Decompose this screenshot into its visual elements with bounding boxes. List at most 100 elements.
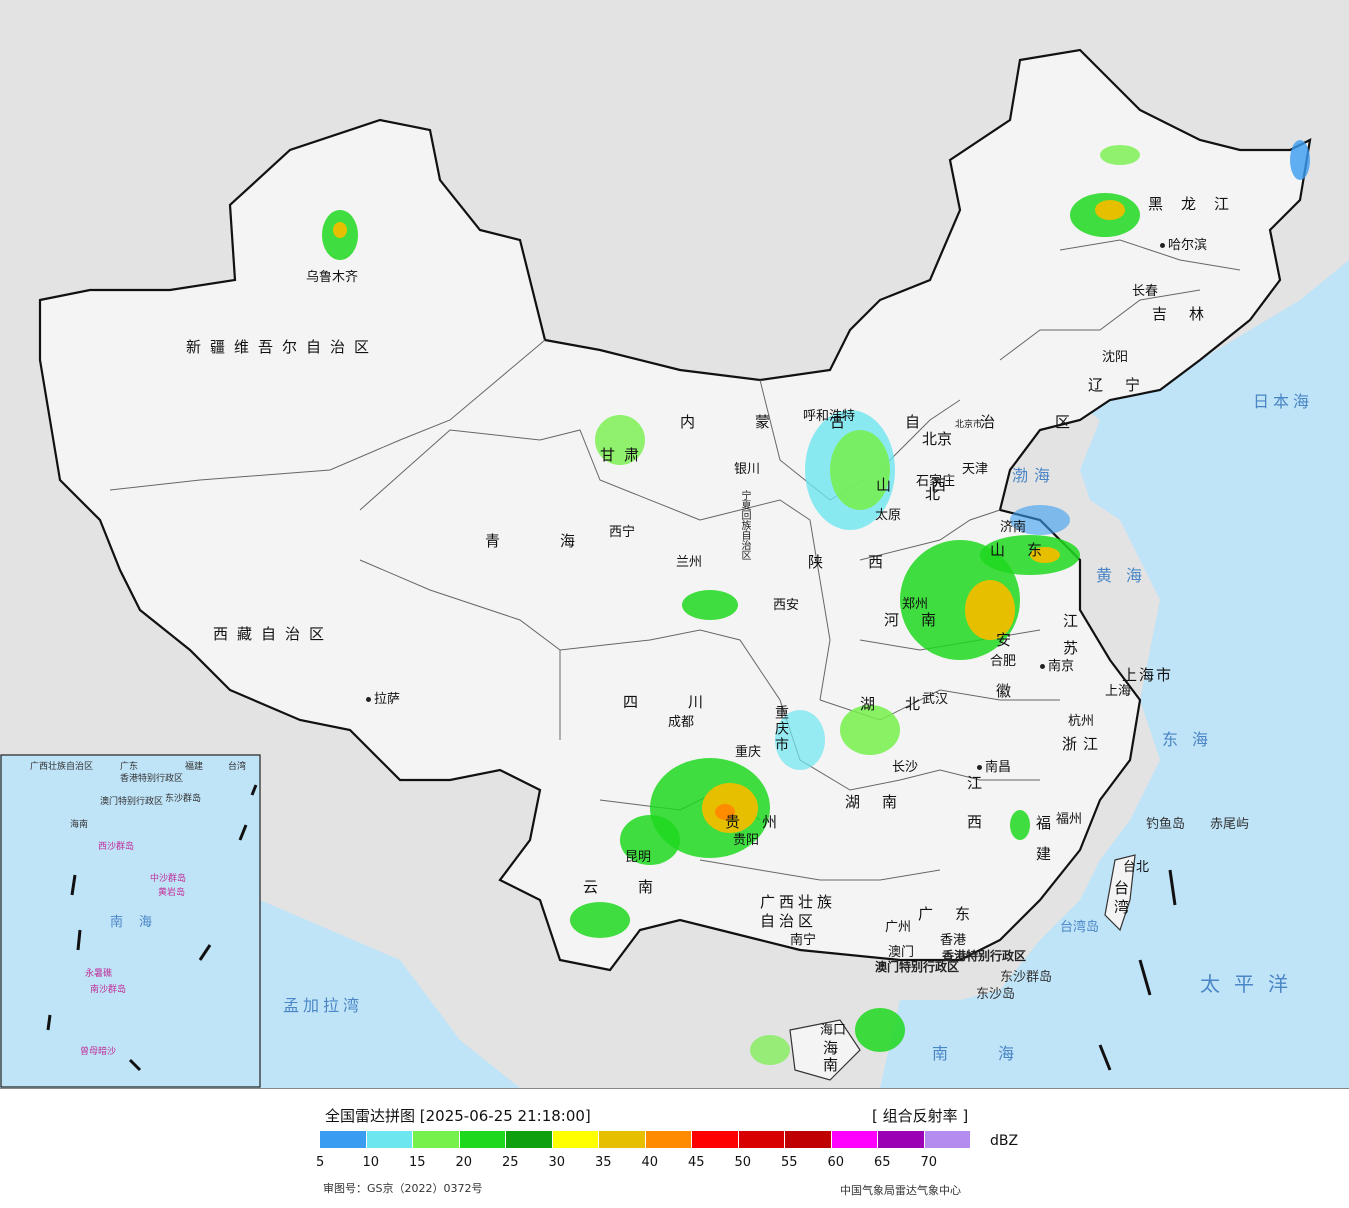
tick-label: 25 bbox=[502, 1155, 519, 1170]
city-aomen: 澳门 bbox=[888, 945, 915, 960]
inset-yongshu: 永暑礁 bbox=[85, 969, 113, 979]
tick-label: 15 bbox=[409, 1155, 426, 1170]
legend-product: [ 组合反射率 ] bbox=[872, 1107, 969, 1125]
color-swatch bbox=[738, 1131, 784, 1148]
city-shenyang: 沈阳 bbox=[1102, 350, 1129, 365]
city-harbin: 哈尔滨 bbox=[1160, 238, 1207, 253]
province-hebei: 北 bbox=[925, 485, 950, 503]
city-changchun: 长春 bbox=[1132, 284, 1159, 299]
province-liaoning: 辽宁 bbox=[1088, 376, 1163, 394]
city-wuhan: 武汉 bbox=[922, 692, 949, 707]
inset-hainan: 海南 bbox=[70, 820, 89, 830]
province-hunan: 湖南 bbox=[845, 793, 920, 811]
city-nanjing: 南京 bbox=[1040, 659, 1074, 674]
taiwan-island bbox=[1104, 854, 1136, 932]
province-guangdong: 广东 bbox=[918, 905, 993, 923]
city-urumqi: 乌鲁木齐 bbox=[306, 270, 359, 285]
tick-label: 30 bbox=[548, 1155, 566, 1170]
city-lanzhou: 兰州 bbox=[676, 555, 703, 570]
inset-fujian: 福建 bbox=[185, 762, 204, 772]
inset-macau: 澳门特别行政区 bbox=[100, 797, 164, 807]
city-tianjin: 天津 bbox=[962, 462, 989, 477]
sea-bohai: 渤海 bbox=[1012, 466, 1057, 485]
city-guangzhou: 广州 bbox=[885, 920, 912, 935]
city-beijing-small: 北京市 bbox=[955, 420, 983, 430]
province-sichuan: 四川 bbox=[623, 693, 754, 711]
province-jiangxi: 江西 bbox=[965, 775, 983, 853]
city-changsha: 长沙 bbox=[892, 760, 919, 775]
province-ningxia: 宁夏回族自治区 bbox=[739, 490, 750, 560]
color-swatch bbox=[785, 1131, 831, 1148]
radar-map: 新疆维吾尔自治区 西藏自治区 青海 甘肃 内蒙古自治区 黑龙江 吉林 辽宁 北 … bbox=[0, 0, 1349, 1089]
city-taiyuan: 太原 bbox=[875, 508, 902, 523]
province-shaanxi: 陕西 bbox=[808, 553, 929, 571]
inset-zhongsha: 中沙群岛 bbox=[150, 874, 187, 884]
city-yinchuan: 银川 bbox=[734, 462, 761, 477]
province-hk: 香港特别行政区 bbox=[942, 949, 1027, 963]
city-jinan: 济南 bbox=[1000, 520, 1027, 535]
city-nanning: 南宁 bbox=[790, 933, 817, 948]
south-china-sea-inset bbox=[0, 754, 261, 1088]
sea-ribenhai: 日本海 bbox=[1253, 392, 1314, 411]
inset-nanhai: 南海 bbox=[110, 915, 169, 930]
inset-zengmu: 曾母暗沙 bbox=[80, 1047, 117, 1057]
province-xizang: 西藏自治区 bbox=[213, 625, 334, 643]
province-shanghai: 上海市 bbox=[1122, 666, 1174, 684]
legend-unit: dBZ bbox=[990, 1133, 1019, 1149]
province-guangxi: 广西壮族自治区 bbox=[760, 893, 837, 930]
sea-mengjialawan: 孟加拉湾 bbox=[283, 996, 364, 1015]
legend-title: 全国雷达拼图 [2025-06-25 21:18:00] bbox=[325, 1107, 591, 1125]
tick-label: 40 bbox=[641, 1155, 659, 1170]
color-swatch bbox=[924, 1131, 970, 1148]
sea-huanghai: 黄海 bbox=[1096, 566, 1157, 585]
province-shandong: 山东 bbox=[990, 541, 1065, 559]
city-shanghai: 上海 bbox=[1105, 684, 1132, 699]
hainan-island bbox=[789, 1019, 861, 1081]
province-taiwan: 台湾 bbox=[1112, 880, 1130, 918]
province-fujian: 福建 bbox=[1034, 815, 1052, 877]
label-diaoyudao: 钓鱼岛 bbox=[1146, 817, 1186, 832]
tick-label: 70 bbox=[920, 1155, 938, 1170]
city-kunming: 昆明 bbox=[625, 850, 652, 865]
tick-label: 55 bbox=[781, 1155, 798, 1170]
city-fuzhou: 福州 bbox=[1056, 812, 1083, 827]
city-chengdu: 成都 bbox=[668, 715, 695, 730]
province-jiangsu: 江苏 bbox=[1061, 613, 1079, 667]
province-henan: 河南 bbox=[884, 611, 959, 629]
inset-dongsha: 东沙群岛 bbox=[165, 794, 202, 804]
tick-label: 20 bbox=[455, 1155, 473, 1170]
province-yunnan: 云南 bbox=[583, 878, 694, 896]
province-zhejiang: 浙江 bbox=[1062, 735, 1105, 753]
sea-taipingyang: 太平洋 bbox=[1200, 972, 1302, 996]
map-canvas bbox=[0, 0, 1349, 1088]
inset-xisha: 西沙群岛 bbox=[98, 842, 135, 852]
province-gansu: 甘肃 bbox=[600, 446, 649, 464]
province-jilin: 吉林 bbox=[1152, 305, 1227, 323]
tick-label: 65 bbox=[874, 1155, 891, 1170]
city-nanchang: 南昌 bbox=[977, 760, 1011, 775]
province-shanxi: 山西 bbox=[876, 476, 987, 494]
radar-echoes bbox=[322, 140, 1310, 1065]
city-haikou: 海口 bbox=[820, 1023, 847, 1038]
inset-guangdong: 广东 bbox=[120, 762, 139, 772]
province-borders bbox=[109, 239, 1241, 881]
city-hangzhou: 杭州 bbox=[1068, 714, 1095, 729]
tick-label: 45 bbox=[688, 1155, 705, 1170]
label-chiweiyu: 赤尾屿 bbox=[1210, 817, 1250, 832]
label-dongshadao: 东沙岛 bbox=[976, 987, 1016, 1002]
tick-label: 50 bbox=[734, 1155, 752, 1170]
city-zhengzhou: 郑州 bbox=[902, 597, 929, 612]
province-anhui: 安徽 bbox=[994, 632, 1012, 734]
province-qinghai: 青海 bbox=[485, 532, 636, 550]
color-swatch bbox=[552, 1131, 598, 1148]
province-hainan: 海南 bbox=[821, 1040, 839, 1074]
color-swatch bbox=[320, 1131, 366, 1148]
city-beijing: 北京 bbox=[922, 430, 953, 448]
inset-taiwan: 台湾 bbox=[228, 762, 247, 772]
province-hubei: 湖北 bbox=[860, 695, 951, 713]
province-macau: 澳门特别行政区 bbox=[875, 960, 960, 974]
tick-label: 10 bbox=[362, 1155, 380, 1170]
tick-label: 5 bbox=[316, 1155, 325, 1170]
city-hongkong: 香港 bbox=[940, 933, 967, 948]
label-dongshaqundao: 东沙群岛 bbox=[1000, 970, 1053, 985]
